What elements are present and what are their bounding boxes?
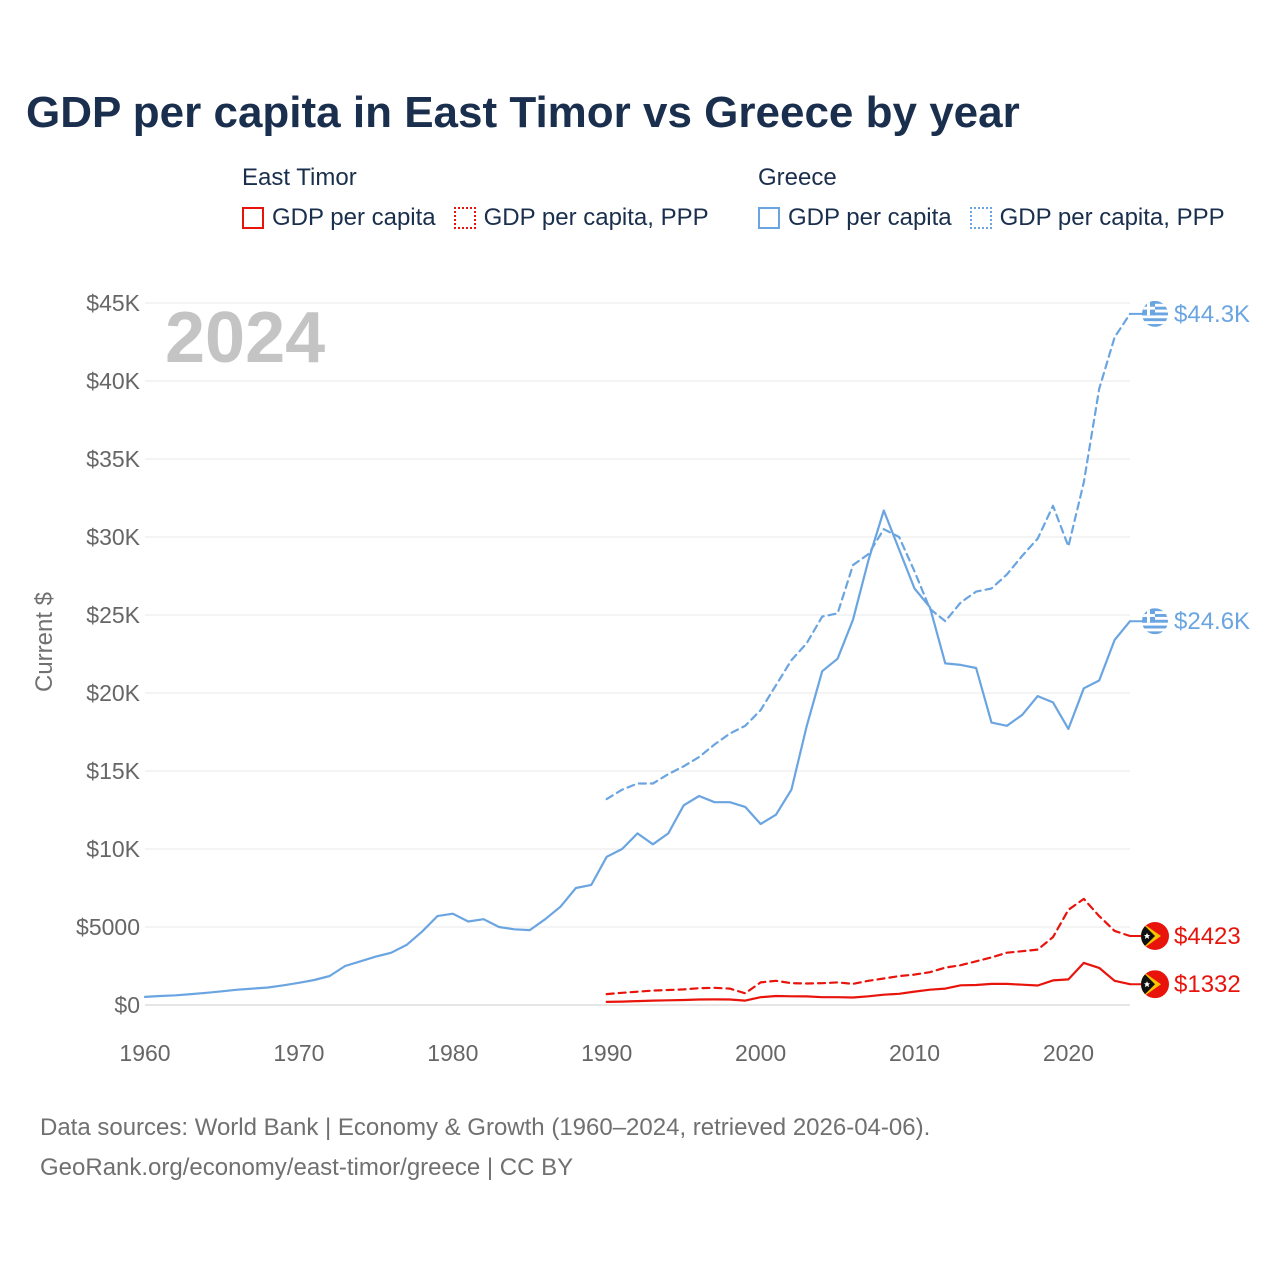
y-tick-label: $5000 [76,914,140,940]
series-line [605,961,1132,1004]
y-tick-label: $15K [86,758,140,784]
legend-item-east-timor-gdp-ppp[interactable]: GDP per capita, PPP [453,204,709,232]
legend-item-greece-gdp-ppp[interactable]: GDP per capita, PPP [969,204,1225,232]
legend-group-title: Greece [758,164,837,191]
legend-swatch [242,207,264,229]
footer: Data sources: World Bank | Economy & Gro… [40,1108,930,1188]
y-tick-label: $25K [86,602,140,628]
legend-swatch [758,207,780,229]
legend-label: GDP per capita [272,204,436,231]
y-tick-label: $40K [86,368,140,394]
attribution-text: GeoRank.org/economy/east-timor/greece | … [40,1154,574,1181]
series-end-label: $24.6K [1174,608,1250,635]
x-tick-label: 1970 [273,1040,324,1066]
series-end-label: $4423 [1174,923,1241,950]
legend-label: GDP per capita, PPP [999,204,1225,231]
y-tick-label: $30K [86,524,140,550]
x-tick-label: 1990 [581,1040,632,1066]
x-tick-label: 2020 [1043,1040,1094,1066]
y-tick-label: $0 [114,992,140,1018]
legend-group-greece: Greece GDP per capita GDP per capita, PP… [758,164,1243,232]
series-line [143,509,1132,999]
y-tick-label: $20K [86,680,140,706]
x-tick-label: 2000 [735,1040,786,1066]
legend-swatch [969,207,992,229]
x-tick-label: 1980 [427,1040,478,1066]
series-end-label: $1332 [1174,971,1241,998]
series-line [605,897,1132,996]
legend-item-east-timor-gdp[interactable]: GDP per capita [242,204,436,232]
legend-group-east-timor: East Timor GDP per capita GDP per capita… [242,164,727,232]
legend-label: GDP per capita, PPP [483,204,709,231]
legend-label: GDP per capita [788,204,952,231]
year-watermark: 2024 [165,298,325,378]
legend-item-greece-gdp[interactable]: GDP per capita [758,204,952,232]
series-line [605,312,1132,801]
chart-title: GDP per capita in East Timor vs Greece b… [26,88,1020,137]
y-tick-label: $35K [86,446,140,472]
greece-flag-icon [1142,608,1168,635]
x-tick-label: 2010 [889,1040,940,1066]
east-timor-flag-icon [1141,970,1169,999]
y-axis-label: Current $ [31,592,58,692]
x-tick-label: 1960 [119,1040,170,1066]
y-tick-label: $10K [86,836,140,862]
legend-group-title: East Timor [242,164,357,191]
legend-swatch [453,207,476,229]
series-end-label: $44.3K [1174,301,1250,328]
east-timor-flag-icon [1141,922,1169,951]
y-tick-label: $45K [86,290,140,316]
data-sources-text: Data sources: World Bank | Economy & Gro… [40,1114,931,1141]
greece-flag-icon [1142,300,1168,327]
